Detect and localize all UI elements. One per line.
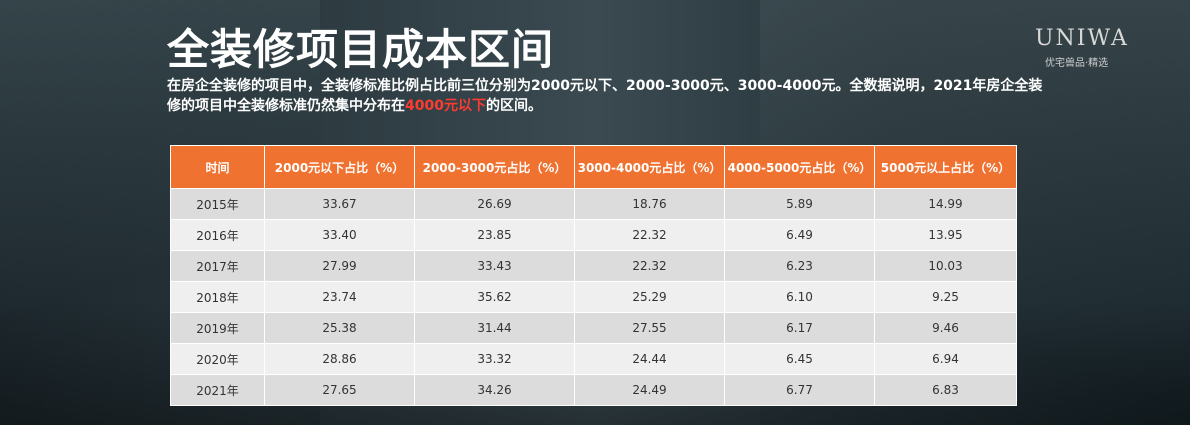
header-4000-5000: 4000-5000元占比（%） bbox=[724, 145, 875, 189]
description-text-end: 的区间。 bbox=[485, 98, 542, 114]
header-2000-3000: 2000-3000元占比（%） bbox=[414, 145, 575, 189]
table-cell: 23.74 bbox=[264, 281, 415, 313]
table-row: 2021年 27.65 34.26 24.49 6.77 6.83 bbox=[170, 374, 1017, 406]
header-time: 时间 bbox=[170, 145, 265, 189]
table-cell: 24.44 bbox=[574, 343, 725, 375]
table-cell: 6.83 bbox=[874, 374, 1017, 406]
table-cell: 33.32 bbox=[414, 343, 575, 375]
table-cell: 33.40 bbox=[264, 219, 415, 251]
table-cell: 13.95 bbox=[874, 219, 1017, 251]
table-cell: 25.38 bbox=[264, 312, 415, 344]
logo-text: UNIWA bbox=[1035, 26, 1129, 51]
table-cell: 10.03 bbox=[874, 250, 1017, 282]
table-cell: 6.17 bbox=[724, 312, 875, 344]
description-text: 在房企全装修的项目中，全装修标准比例占比前三位分别为2000元以下、2000-3… bbox=[167, 78, 1043, 114]
table-cell: 5.89 bbox=[724, 188, 875, 220]
table-cell: 9.25 bbox=[874, 281, 1017, 313]
table-cell: 22.32 bbox=[574, 250, 725, 282]
table-header-row: 时间 2000元以下占比（%） 2000-3000元占比（%） 3000-400… bbox=[170, 145, 1017, 189]
header-under-2000: 2000元以下占比（%） bbox=[264, 145, 415, 189]
table-cell: 23.85 bbox=[414, 219, 575, 251]
logo-subtitle: 优宅兽品·精选 bbox=[1045, 58, 1109, 69]
table-cell: 6.45 bbox=[724, 343, 875, 375]
table-row: 2016年 33.40 23.85 22.32 6.49 13.95 bbox=[170, 219, 1017, 251]
page-description: 在房企全装修的项目中，全装修标准比例占比前三位分别为2000元以下、2000-3… bbox=[167, 76, 1047, 116]
table-row: 2015年 33.67 26.69 18.76 5.89 14.99 bbox=[170, 188, 1017, 220]
table-cell: 27.65 bbox=[264, 374, 415, 406]
table-row: 2019年 25.38 31.44 27.55 6.17 9.46 bbox=[170, 312, 1017, 344]
table-cell: 2017年 bbox=[170, 250, 265, 282]
header-over-5000: 5000元以上占比（%） bbox=[874, 145, 1017, 189]
table-cell: 35.62 bbox=[414, 281, 575, 313]
table-cell: 6.10 bbox=[724, 281, 875, 313]
table-cell: 22.32 bbox=[574, 219, 725, 251]
table-cell: 2021年 bbox=[170, 374, 265, 406]
cost-range-table: 时间 2000元以下占比（%） 2000-3000元占比（%） 3000-400… bbox=[170, 145, 1017, 406]
table-cell: 27.55 bbox=[574, 312, 725, 344]
table-cell: 2019年 bbox=[170, 312, 265, 344]
table-cell: 33.67 bbox=[264, 188, 415, 220]
table-cell: 24.49 bbox=[574, 374, 725, 406]
page-title: 全装修项目成本区间 bbox=[167, 25, 555, 74]
table-cell: 6.23 bbox=[724, 250, 875, 282]
table-cell: 6.77 bbox=[724, 374, 875, 406]
table-cell: 6.94 bbox=[874, 343, 1017, 375]
table-cell: 2020年 bbox=[170, 343, 265, 375]
table-cell: 2015年 bbox=[170, 188, 265, 220]
table-cell: 2016年 bbox=[170, 219, 265, 251]
description-highlight: 4000元以下 bbox=[405, 98, 486, 114]
table-cell: 34.26 bbox=[414, 374, 575, 406]
header-3000-4000: 3000-4000元占比（%） bbox=[574, 145, 725, 189]
table-cell: 2018年 bbox=[170, 281, 265, 313]
table-cell: 33.43 bbox=[414, 250, 575, 282]
table-row: 2017年 27.99 33.43 22.32 6.23 10.03 bbox=[170, 250, 1017, 282]
table-cell: 31.44 bbox=[414, 312, 575, 344]
table-cell: 18.76 bbox=[574, 188, 725, 220]
table-cell: 9.46 bbox=[874, 312, 1017, 344]
table-cell: 28.86 bbox=[264, 343, 415, 375]
table-cell: 6.49 bbox=[724, 219, 875, 251]
table-cell: 26.69 bbox=[414, 188, 575, 220]
table-row: 2020年 28.86 33.32 24.44 6.45 6.94 bbox=[170, 343, 1017, 375]
brand-logo: UNIWA 优宅兽品·精选 bbox=[1035, 20, 1165, 70]
table-cell: 14.99 bbox=[874, 188, 1017, 220]
table-cell: 27.99 bbox=[264, 250, 415, 282]
table-cell: 25.29 bbox=[574, 281, 725, 313]
table-row: 2018年 23.74 35.62 25.29 6.10 9.25 bbox=[170, 281, 1017, 313]
